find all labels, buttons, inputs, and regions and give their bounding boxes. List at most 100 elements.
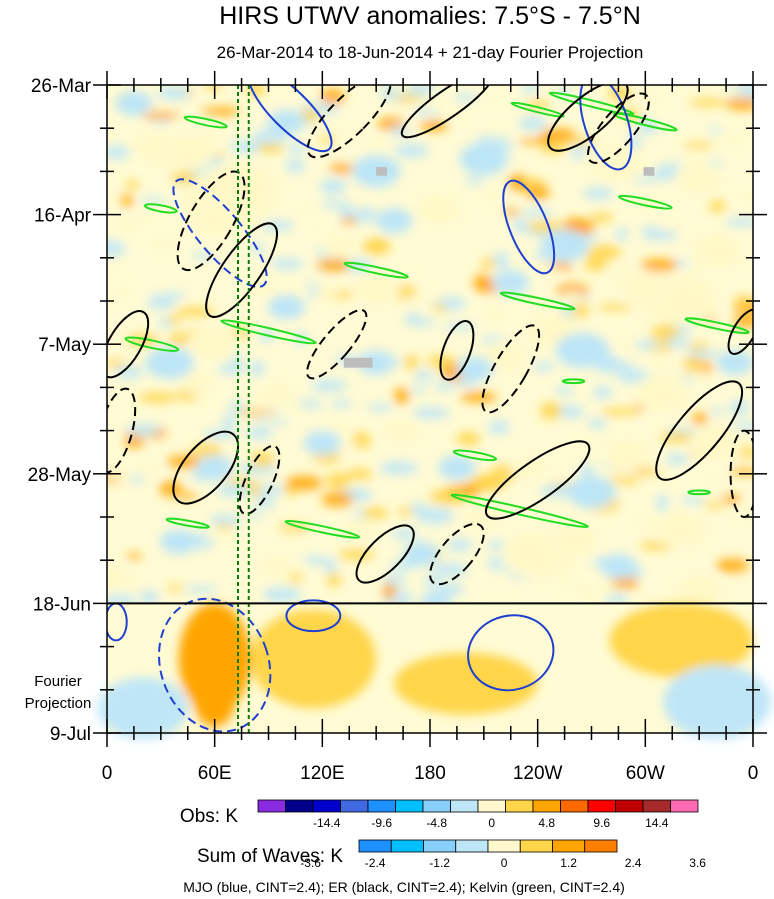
waves-colorbar-swatch xyxy=(358,839,392,853)
anomaly-blob xyxy=(509,455,548,481)
anomaly-texture xyxy=(115,284,132,302)
anomaly-texture xyxy=(488,129,517,137)
x-tick-label: 0 xyxy=(748,763,759,784)
anomaly-texture xyxy=(175,306,215,317)
anomaly-texture xyxy=(245,427,273,440)
anomaly-texture xyxy=(692,412,709,426)
anomaly-texture xyxy=(725,217,753,227)
y-tick-label: 28-May xyxy=(28,465,92,486)
anomaly-texture xyxy=(577,591,612,600)
anomaly-texture xyxy=(121,194,134,208)
anomaly-texture xyxy=(205,528,236,544)
obs-anomaly-field xyxy=(107,85,753,604)
anomaly-texture xyxy=(391,528,418,540)
anomaly-texture xyxy=(125,179,139,190)
anomaly-blob xyxy=(321,232,360,259)
anomaly-texture xyxy=(108,465,124,480)
anomaly-texture xyxy=(107,329,124,338)
anomaly-blob xyxy=(258,380,297,407)
missing-data-patch xyxy=(376,167,387,176)
anomaly-texture xyxy=(418,594,453,604)
anomaly-texture xyxy=(141,111,181,120)
anomaly-blob xyxy=(602,438,652,472)
waves-colorbar-swatch xyxy=(423,839,457,853)
er-contour xyxy=(107,310,150,379)
anomaly-texture xyxy=(710,130,748,149)
anomaly-texture xyxy=(367,403,392,412)
anomaly-texture xyxy=(330,399,353,408)
anomaly-texture xyxy=(147,294,176,310)
anomaly-texture xyxy=(487,94,504,105)
anomaly-texture xyxy=(250,451,274,468)
anomaly-texture xyxy=(200,128,222,141)
anomaly-blob xyxy=(258,553,297,579)
anomaly-texture xyxy=(216,364,247,375)
obs-colorbar-swatch xyxy=(450,799,479,813)
anomaly-texture xyxy=(414,370,434,382)
anomaly-texture xyxy=(209,514,242,527)
anomaly-texture xyxy=(412,406,450,420)
mjo-contour xyxy=(285,599,342,633)
anomaly-texture xyxy=(534,361,554,373)
anomaly-texture xyxy=(410,492,436,503)
anomaly-texture xyxy=(362,139,393,151)
anomaly-texture xyxy=(228,400,249,413)
er-contour xyxy=(306,85,392,159)
anomaly-blob xyxy=(145,346,195,380)
anomaly-texture xyxy=(107,239,126,258)
anomaly-blob xyxy=(159,529,198,555)
anomaly-blob xyxy=(674,161,724,194)
anomaly-texture xyxy=(288,572,304,583)
anomaly-texture xyxy=(539,402,562,420)
anomaly-blob xyxy=(438,455,476,481)
obs-colorbar-swatch xyxy=(422,799,451,813)
anomaly-texture xyxy=(379,460,418,476)
anomaly-texture xyxy=(664,337,691,348)
anomaly-texture xyxy=(413,108,439,116)
anomaly-texture xyxy=(183,585,219,593)
er-contour xyxy=(547,85,629,152)
kelvin-contour xyxy=(548,91,635,116)
chart-title: HIRS UTWV anomalies: 7.5°S - 7.5°N xyxy=(219,2,641,30)
anomaly-texture xyxy=(487,419,510,435)
obs-colorbar-swatch xyxy=(670,799,699,813)
waves-colorbar-tick-label: 2.4 xyxy=(625,856,642,870)
projection-blob xyxy=(250,609,377,709)
obs-colorbar-swatch xyxy=(477,799,506,813)
mjo-contour xyxy=(467,614,555,692)
anomaly-texture xyxy=(455,431,481,446)
anomaly-texture xyxy=(382,582,396,600)
anomaly-texture xyxy=(508,174,527,192)
anomaly-texture xyxy=(107,594,137,604)
anomaly-blob xyxy=(633,373,694,414)
anomaly-texture xyxy=(216,523,234,531)
x-tick-label: 60W xyxy=(626,763,665,784)
anomaly-texture xyxy=(191,251,213,260)
er-contour xyxy=(400,85,496,139)
anomaly-texture xyxy=(216,483,254,498)
anomaly-texture xyxy=(125,553,143,560)
obs-colorbar-tick-label: -4.8 xyxy=(426,816,447,830)
obs-colorbar-tick-label: -9.6 xyxy=(371,816,392,830)
anomaly-texture xyxy=(274,85,307,90)
kelvin-contour xyxy=(452,449,498,462)
er-contour xyxy=(172,430,239,505)
anomaly-texture xyxy=(521,85,539,94)
anomaly-texture xyxy=(583,256,607,272)
anomaly-texture xyxy=(734,295,753,309)
missing-data-patch xyxy=(643,167,655,176)
anomaly-texture xyxy=(308,223,321,236)
anomaly-texture xyxy=(318,280,340,298)
anomaly-texture xyxy=(148,234,180,253)
anomaly-texture xyxy=(404,355,419,371)
kelvin-contour xyxy=(183,115,228,129)
obs-colorbar-swatch xyxy=(395,799,424,813)
waves-colorbar-swatch xyxy=(455,839,489,853)
er-contour xyxy=(655,380,744,481)
y-tick-label: 16-Apr xyxy=(34,206,92,227)
anomaly-texture xyxy=(301,108,320,122)
anomaly-blob xyxy=(599,553,638,579)
anomaly-blob xyxy=(187,326,242,363)
anomaly-texture xyxy=(431,563,469,577)
er-contour xyxy=(306,308,368,380)
